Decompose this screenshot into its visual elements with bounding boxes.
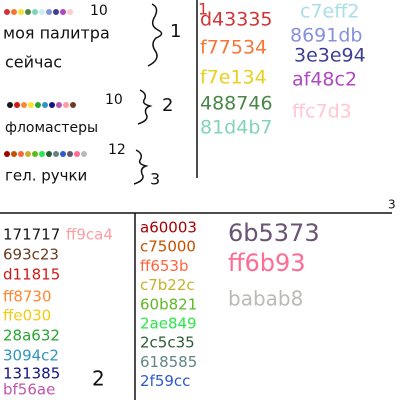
color-code: 6b5373 xyxy=(228,219,320,247)
color-code: 693c23 xyxy=(3,246,59,264)
number: 1 xyxy=(170,21,181,42)
color-code: d43335 xyxy=(200,9,273,31)
color-code: 2ae849 xyxy=(140,315,197,333)
color-code: 2f59cc xyxy=(140,372,190,390)
panel-number: 2 xyxy=(92,367,105,391)
color-code: 618585 xyxy=(140,353,197,371)
count: 10 xyxy=(90,3,108,19)
color-code: 60b821 xyxy=(140,295,197,313)
count: 10 xyxy=(105,92,123,108)
color-code: 488746 xyxy=(200,93,273,115)
color-code: ff9ca4 xyxy=(66,226,113,244)
color-code: c7b22c xyxy=(140,276,195,294)
color-code: bf56ae xyxy=(3,381,55,399)
color-code: d11815 xyxy=(3,266,60,284)
color-code: 3e3e94 xyxy=(294,45,366,67)
panel-number: 1 xyxy=(198,0,208,19)
label: фломастеры xyxy=(5,120,98,136)
label: сейчас xyxy=(5,53,62,72)
color-code: 8691db xyxy=(290,25,362,47)
color-code: babab8 xyxy=(228,287,303,311)
number: 3 xyxy=(150,170,160,189)
color-code: c75000 xyxy=(140,238,196,256)
color-code: ffe030 xyxy=(3,307,51,325)
color-code: 2c5c35 xyxy=(140,334,195,352)
color-code: ff653b xyxy=(140,257,189,275)
number: 2 xyxy=(162,95,173,116)
dots xyxy=(4,9,87,157)
color-code: af48c2 xyxy=(292,69,357,91)
color-code: 81d4b7 xyxy=(200,117,272,139)
color-code: c7eff2 xyxy=(300,1,359,23)
color-code: 28a632 xyxy=(3,327,60,345)
color-code: 171717 xyxy=(3,226,60,244)
color-code: 131385 xyxy=(3,365,60,383)
color-code: a60003 xyxy=(140,219,197,237)
color-code: ff8730 xyxy=(3,288,52,306)
count: 12 xyxy=(108,142,126,158)
color-code: 3094c2 xyxy=(3,347,59,365)
color-code: ffc7d3 xyxy=(292,101,352,123)
color-code: f77534 xyxy=(200,37,267,59)
color-code: ff6b93 xyxy=(228,249,306,277)
label: гел. ручки xyxy=(5,167,87,185)
label: моя палитра xyxy=(3,24,110,43)
panel-number: 3 xyxy=(388,198,396,212)
color-code: f7e134 xyxy=(200,67,267,89)
